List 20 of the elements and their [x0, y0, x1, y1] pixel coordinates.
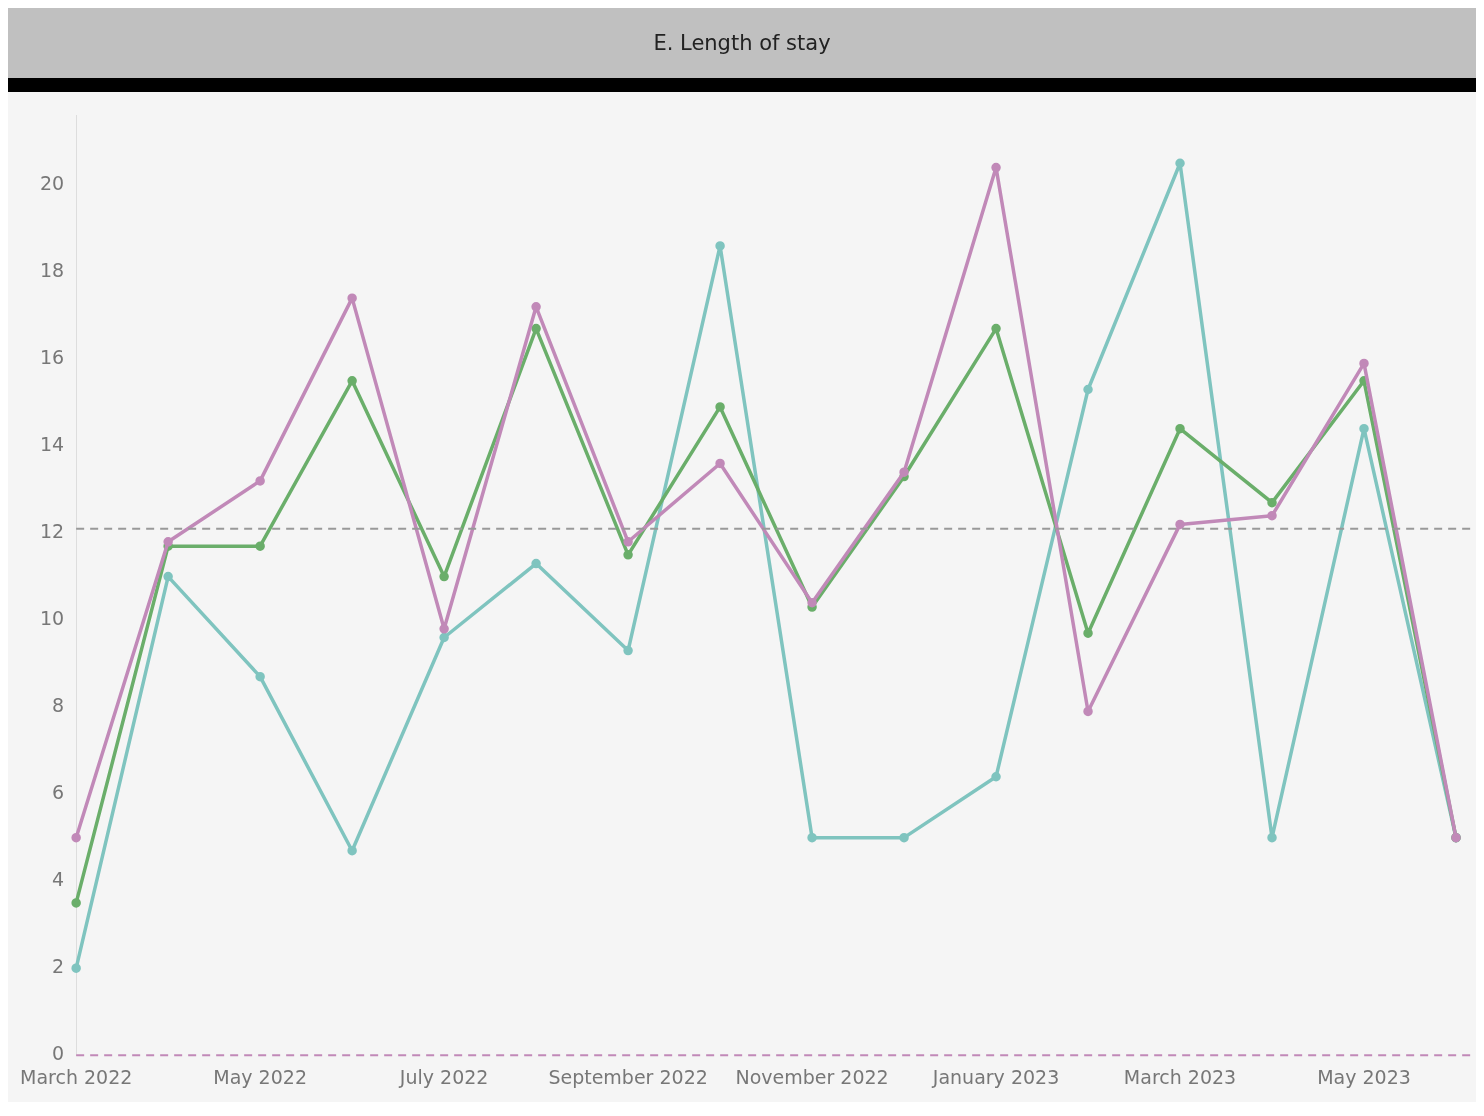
y-tick-label: 2: [52, 955, 65, 978]
x-tick-label: March 2023: [1123, 1065, 1237, 1088]
x-tick-label: March 2022: [20, 1065, 133, 1088]
y-tick-label: 0: [52, 1042, 65, 1065]
y-tick-label: 20: [39, 171, 65, 194]
y-tick-label: 4: [52, 868, 65, 891]
y-tick-label: 16: [39, 345, 65, 368]
y-tick-label: 14: [39, 433, 65, 456]
y-tick-label: 6: [52, 781, 65, 804]
x-tick-label: September 2022: [548, 1065, 708, 1088]
chart-title: E. Length of stay: [8, 8, 1476, 92]
x-tick-label: May 2023: [1317, 1065, 1411, 1088]
x-tick-label: November 2022: [735, 1065, 889, 1088]
y-tick-label: 12: [39, 520, 65, 543]
y-tick-label: 18: [39, 258, 65, 281]
x-tick-label: July 2022: [398, 1065, 489, 1088]
y-tick-label: 10: [39, 607, 65, 630]
x-tick-label: May 2022: [213, 1065, 307, 1088]
x-tick-label: January 2023: [931, 1065, 1060, 1088]
y-tick-label: 8: [52, 694, 65, 717]
